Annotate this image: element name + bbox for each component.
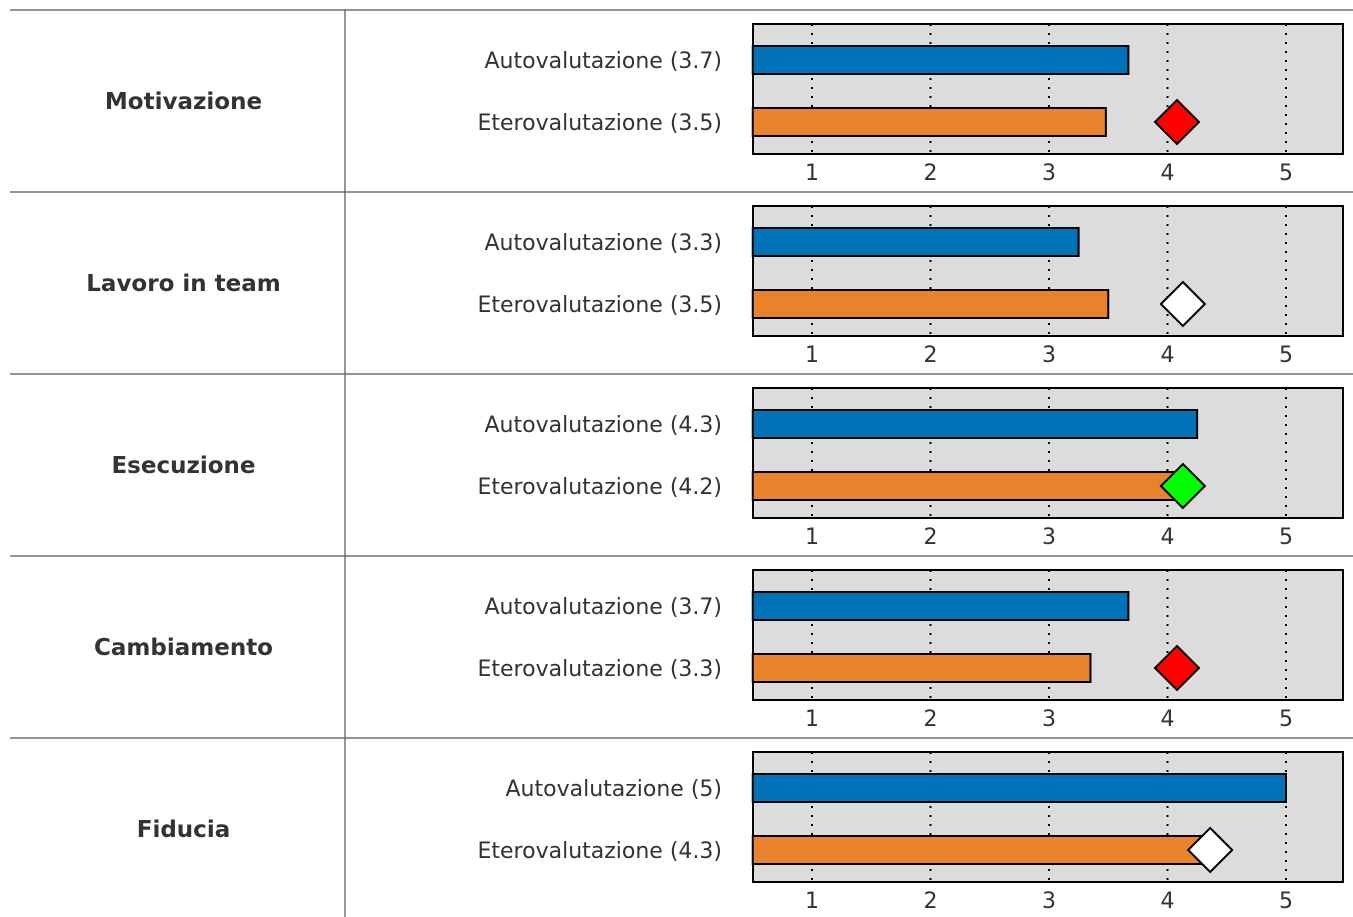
bar-label: Eterovalutazione (3.5) bbox=[478, 293, 723, 318]
bar-label: Autovalutazione (3.7) bbox=[485, 595, 723, 620]
autovalutazione-bar bbox=[751, 773, 1287, 803]
x-tick-label: 1 bbox=[805, 525, 819, 550]
x-tick-label: 1 bbox=[805, 889, 819, 914]
marker-diamond bbox=[1159, 462, 1207, 510]
autovalutazione-bar bbox=[751, 409, 1199, 439]
eterovalutazione-bar bbox=[751, 289, 1110, 319]
bar-label: Autovalutazione (5) bbox=[506, 777, 723, 802]
x-tick-label: 1 bbox=[805, 161, 819, 186]
category-label: Fiducia bbox=[137, 817, 230, 843]
x-tick-label: 4 bbox=[1161, 525, 1175, 550]
eterovalutazione-bar bbox=[751, 835, 1202, 865]
x-tick-label: 1 bbox=[805, 707, 819, 732]
x-tick-label: 5 bbox=[1279, 161, 1293, 186]
x-tick-label: 2 bbox=[924, 889, 938, 914]
autovalutazione-bar bbox=[751, 591, 1130, 621]
category-label: Esecuzione bbox=[111, 453, 255, 479]
bar-label: Autovalutazione (4.3) bbox=[485, 413, 723, 438]
marker-diamond bbox=[1186, 826, 1234, 874]
x-tick-label: 4 bbox=[1161, 889, 1175, 914]
bar-label: Eterovalutazione (4.2) bbox=[478, 475, 723, 500]
x-tick-label: 3 bbox=[1042, 707, 1056, 732]
eterovalutazione-bar bbox=[751, 107, 1107, 137]
bar-label: Eterovalutazione (3.3) bbox=[478, 657, 723, 682]
x-tick-label: 4 bbox=[1161, 343, 1175, 368]
x-tick-label: 3 bbox=[1042, 343, 1056, 368]
x-tick-label: 5 bbox=[1279, 707, 1293, 732]
eterovalutazione-bar bbox=[751, 653, 1092, 683]
x-tick-label: 5 bbox=[1279, 525, 1293, 550]
x-tick-label: 4 bbox=[1161, 707, 1175, 732]
bar-label: Autovalutazione (3.7) bbox=[485, 49, 723, 74]
category-label: Cambiamento bbox=[94, 635, 273, 661]
x-tick-label: 2 bbox=[924, 525, 938, 550]
bar-label: Eterovalutazione (4.3) bbox=[478, 839, 723, 864]
x-tick-label: 3 bbox=[1042, 161, 1056, 186]
marker-diamond bbox=[1159, 280, 1207, 328]
marker-diamond bbox=[1153, 98, 1201, 146]
x-tick-label: 4 bbox=[1161, 161, 1175, 186]
category-label: Motivazione bbox=[105, 89, 262, 115]
bar-label: Eterovalutazione (3.5) bbox=[478, 111, 723, 136]
category-label: Lavoro in team bbox=[86, 271, 280, 297]
bar-label: Autovalutazione (3.3) bbox=[485, 231, 723, 256]
autovalutazione-bar bbox=[751, 227, 1080, 257]
x-tick-label: 5 bbox=[1279, 343, 1293, 368]
x-tick-label: 1 bbox=[805, 343, 819, 368]
x-tick-label: 5 bbox=[1279, 889, 1293, 914]
eterovalutazione-bar bbox=[751, 471, 1187, 501]
x-tick-label: 2 bbox=[924, 707, 938, 732]
x-tick-label: 2 bbox=[924, 343, 938, 368]
x-tick-label: 3 bbox=[1042, 525, 1056, 550]
x-tick-label: 2 bbox=[924, 161, 938, 186]
x-tick-label: 3 bbox=[1042, 889, 1056, 914]
marker-diamond bbox=[1153, 644, 1201, 692]
autovalutazione-bar bbox=[751, 45, 1130, 75]
